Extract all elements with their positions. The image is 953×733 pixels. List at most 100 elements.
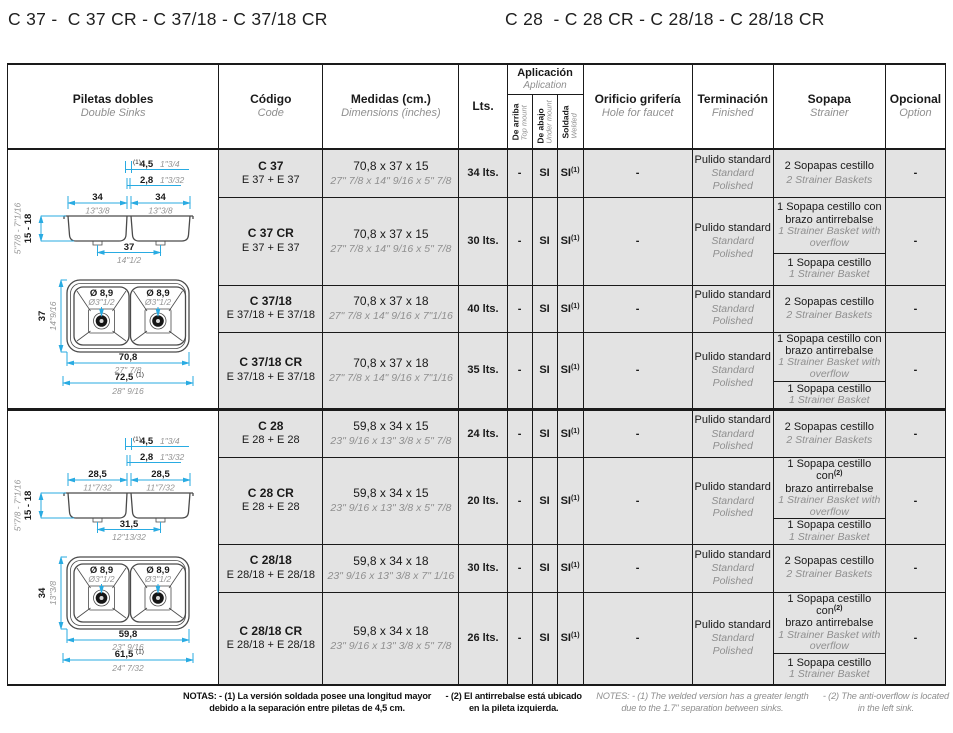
faucet-hole-value: - — [635, 235, 640, 247]
strainer-cell: 2 Sopapas cestillo 2 Strainer Baskets — [772, 148, 886, 198]
strainer-en-2: 1 Strainer Basket — [789, 393, 870, 406]
header-terminacion-en: Finished — [711, 107, 754, 120]
plan-view: Ø 8,9 Ø 8,9 Ø3"1/2 Ø3"1/2 34 13"3/8 59,8… — [37, 556, 194, 673]
dimensions-cell: 59,8 x 34 x 15 23" 9/16 x 13" 3/8 x 5" 7/… — [322, 456, 460, 545]
header-terminacion-es: Terminación — [697, 92, 768, 107]
optional-value: - — [913, 364, 918, 376]
optional-value: - — [913, 632, 918, 645]
table-row-c-28: (1) 4,5 1"3/4 2,8 1"3/32 28,5 28,5 11"7/… — [6, 407, 947, 686]
table-row-c-28-18: C 28/18 E 28/18 + E 28/18 59,8 x 34 x 18 23… — [8, 543, 947, 593]
product-code: C 28/18 — [249, 553, 292, 568]
faucet-hole-cell: - — [582, 456, 693, 545]
optional-cell: - — [884, 284, 947, 333]
finish-cell: Pulido standard Standard Polished — [691, 331, 774, 410]
strainer-en-1: 1 Strainer Basket with overflow — [778, 493, 881, 518]
component-codes: E 37 + E 37 — [241, 174, 300, 187]
strainer-option-2: 1 Sopapa cestillo 1 Strainer Basket — [774, 253, 885, 284]
header-sopapa-en: Strainer — [810, 107, 849, 120]
dim-label-gap: 2,8 — [140, 452, 153, 463]
faucet-hole-value: - — [635, 302, 640, 315]
finish-es: Pulido standard — [694, 548, 771, 561]
header-orificio-en: Hole for faucet — [601, 107, 674, 120]
dim-label-bowl-in: 11"7/32 — [83, 483, 112, 493]
faucet-hole-value: - — [635, 562, 640, 574]
dim-label-plan-w-in: 23" 9/16 — [111, 642, 144, 652]
dimensions-cell: 70,8 x 37 x 18 27" 7/8 x 14" 9/16 x 7"1/1… — [322, 284, 460, 333]
under-mount-value: SI — [539, 235, 550, 247]
top-mount-cell: - — [506, 591, 533, 686]
dim-label-drain-in: Ø3"1/2 — [87, 574, 114, 584]
strainer-es: 2 Sopapas cestillo — [784, 420, 874, 433]
strainer-es-part1: 1 Sopapa cestillo con — [777, 332, 882, 345]
header-top-mount-en: Top mount — [519, 104, 529, 140]
spec-table-body: (1) 4,5 1"3/4 2,8 1"3/32 34 34 13"3/8 13… — [6, 148, 947, 686]
component-codes: E 28/18 + E 28/18 — [226, 639, 315, 652]
dim-label-bowl-in: 13"3/8 — [148, 206, 173, 216]
strainer-es-line1: 1 Sopapa cestillo con(2) — [774, 458, 884, 483]
faucet-hole-value: - — [635, 494, 640, 507]
strainer-split: 1 Sopapa cestillo con(2) brazo antirrebal… — [774, 458, 885, 543]
strainer-option-1: 1 Sopapa cestillo con(2) brazo antirrebal… — [774, 593, 884, 653]
strainer-es-line1: 1 Sopapa cestillo con(2) — [774, 593, 884, 617]
product-code: C 37 CR — [247, 226, 294, 241]
dim-label-drain: Ø 8,9 — [146, 565, 169, 576]
table-row-c-37: (1) 4,5 1"3/4 2,8 1"3/32 34 34 13"3/8 13… — [6, 148, 947, 410]
welded-cell: SI(1) — [556, 543, 584, 593]
product-code: C 28 — [258, 418, 284, 433]
dimensions-inches: 23" 9/16 x 13" 3/8 x 5" 7/8 — [330, 639, 452, 652]
welded-footnote-ref: (1) — [570, 494, 580, 502]
finish-es: Pulido standard — [694, 619, 771, 632]
header-opcional-es: Opcional — [889, 92, 942, 107]
faucet-hole-value: - — [635, 364, 640, 376]
optional-cell: - — [884, 591, 947, 686]
product-code: C 28/18 CR — [239, 623, 303, 638]
dim-label-bowl: 34 — [155, 192, 166, 203]
faucet-hole-value: - — [635, 427, 640, 440]
strainer-es: 2 Sopapas cestillo — [784, 555, 874, 568]
component-codes: E 28/18 + E 28/18 — [226, 568, 315, 581]
faucet-hole-cell: - — [582, 407, 693, 458]
finish-en: Standard Polished — [711, 632, 755, 657]
strainer-cell: 1 Sopapa cestillo con brazo antirrebalse 1… — [772, 196, 886, 286]
technical-drawing-c28: (1) 4,5 1"3/4 2,8 1"3/32 28,5 28,5 11"7/… — [12, 436, 194, 673]
liters-value: 34 lts. — [467, 167, 499, 180]
top-mount-value: - — [517, 167, 522, 180]
product-code: C 37/18 — [249, 293, 292, 308]
strainer-es-3: 1 Sopapa cestillo — [787, 656, 872, 669]
rotated-label: De arriba Top mount — [510, 103, 529, 140]
under-mount-value: SI — [539, 427, 550, 440]
dimensions-cell: 70,8 x 37 x 15 27" 7/8 x 14" 9/16 x 5" 7/… — [322, 196, 460, 286]
strainer-en: 2 Strainer Baskets — [786, 173, 873, 186]
faucet-hole-value: - — [635, 632, 640, 645]
strainer-en: 2 Strainer Baskets — [786, 308, 873, 321]
liters-cell: 26 lts. — [458, 591, 508, 686]
strainer-en-1: 1 Strainer Basket with overflow — [778, 628, 881, 653]
finish-es: Pulido standard — [694, 221, 771, 234]
note-en-2-line2: in the left sink. — [857, 702, 915, 713]
header-medidas-en: Dimensions (inches) — [341, 107, 441, 120]
product-code: C 28 CR — [247, 485, 294, 500]
header-aplicacion-es: Aplicación — [517, 66, 573, 79]
welded-value: SI — [560, 235, 571, 247]
note-en-1-line2: due to the 1.7" separation between sinks… — [621, 702, 784, 713]
welded-footnote-ref: (1) — [570, 427, 580, 435]
welded-value: SI — [560, 364, 571, 376]
dimensions-cm: 70,8 x 37 x 18 — [353, 294, 429, 309]
liters-cell: 20 lts. — [458, 456, 508, 545]
finish-es: Pulido standard — [694, 289, 771, 302]
faucet-hole-cell: - — [582, 543, 693, 593]
top-mount-cell: - — [506, 196, 533, 286]
header-aplicacion: Aplicación Aplication De arriba Top moun… — [506, 63, 584, 150]
finish-cell: Pulido standard Standard Polished — [691, 284, 774, 333]
faucet-hole-value: - — [635, 167, 640, 180]
finish-en: Standard Polished — [711, 364, 755, 389]
rotated-label: Soldada Welded — [561, 105, 579, 138]
elevation-view: (1) 4,5 1"3/4 2,8 1"3/32 28,5 28,5 11"7/… — [12, 436, 194, 542]
header-sopapa: Sopapa Strainer — [772, 63, 886, 150]
strainer-en-2: 1 Strainer Basket — [789, 668, 870, 681]
liters-cell: 30 lts. — [458, 543, 508, 593]
strainer-es-line1: 1 Sopapa cestillo con — [774, 332, 884, 345]
header-sopapa-es: Sopapa — [807, 92, 851, 107]
liters-value: 20 lts. — [467, 494, 499, 507]
